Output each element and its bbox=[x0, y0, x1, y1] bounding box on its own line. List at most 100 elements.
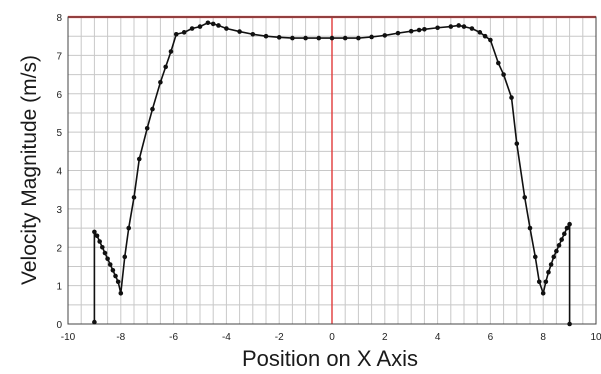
data-point bbox=[564, 225, 570, 231]
data-point bbox=[567, 321, 572, 327]
data-point bbox=[567, 221, 572, 227]
data-point bbox=[532, 254, 538, 260]
data-point bbox=[562, 231, 567, 237]
data-point bbox=[92, 229, 97, 235]
x-tick-label: -6 bbox=[169, 332, 178, 343]
data-point bbox=[250, 31, 256, 37]
data-point bbox=[263, 33, 269, 39]
data-point bbox=[197, 24, 203, 29]
data-point bbox=[216, 23, 221, 28]
y-tick-label: 5 bbox=[56, 128, 62, 139]
data-point bbox=[181, 30, 187, 35]
data-point bbox=[107, 262, 113, 267]
data-point bbox=[435, 25, 440, 31]
data-point bbox=[554, 248, 559, 254]
y-tick-label: 2 bbox=[56, 243, 62, 254]
data-point bbox=[342, 35, 348, 41]
data-point bbox=[237, 29, 242, 34]
data-point bbox=[540, 291, 546, 296]
data-point bbox=[158, 79, 163, 85]
x-tick-label: 10 bbox=[590, 332, 601, 343]
data-point bbox=[527, 225, 533, 231]
data-point bbox=[303, 35, 308, 41]
x-tick-label: 6 bbox=[488, 332, 494, 343]
data-point bbox=[408, 28, 414, 34]
data-point bbox=[448, 24, 454, 29]
x-tick-label: -8 bbox=[116, 332, 125, 343]
data-point bbox=[496, 60, 501, 66]
data-point bbox=[522, 195, 528, 200]
data-point bbox=[173, 31, 179, 37]
y-tick-label: 7 bbox=[56, 51, 62, 62]
data-point bbox=[416, 27, 422, 33]
data-point bbox=[100, 244, 105, 250]
data-point bbox=[136, 156, 142, 162]
data-point bbox=[290, 35, 295, 41]
data-point bbox=[543, 279, 549, 285]
y-tick-label: 6 bbox=[56, 90, 62, 101]
data-point bbox=[224, 26, 229, 31]
x-tick-label: -10 bbox=[61, 332, 76, 343]
y-tick-label: 1 bbox=[56, 282, 62, 293]
data-point bbox=[276, 35, 282, 40]
data-point bbox=[210, 21, 216, 27]
y-tick-label: 0 bbox=[56, 320, 62, 331]
data-point bbox=[356, 35, 361, 41]
plot-border bbox=[67, 16, 597, 325]
data-point bbox=[548, 262, 554, 267]
data-point bbox=[477, 30, 483, 35]
data-point bbox=[189, 26, 195, 31]
data-point bbox=[488, 37, 493, 43]
x-tick-label: -4 bbox=[222, 332, 231, 343]
data-point bbox=[102, 250, 108, 256]
data-point bbox=[469, 26, 475, 31]
data-point bbox=[92, 319, 97, 325]
data-point bbox=[110, 267, 116, 273]
data-point bbox=[205, 20, 211, 26]
data-point bbox=[97, 239, 102, 244]
data-point bbox=[546, 269, 551, 275]
data-point bbox=[131, 195, 137, 200]
data-point bbox=[115, 279, 121, 285]
data-point bbox=[551, 254, 557, 260]
data-point bbox=[150, 106, 155, 112]
data-point bbox=[395, 30, 401, 36]
data-point bbox=[536, 279, 542, 285]
data-point bbox=[163, 64, 168, 70]
data-point bbox=[105, 256, 110, 262]
data-point bbox=[113, 273, 118, 279]
data-point bbox=[94, 233, 100, 239]
data-point bbox=[556, 243, 562, 248]
data-point bbox=[144, 125, 150, 131]
data-point bbox=[482, 33, 488, 39]
x-tick-label: 0 bbox=[329, 332, 335, 343]
data-point bbox=[456, 23, 462, 28]
data-point bbox=[168, 49, 174, 54]
x-tick-label: 2 bbox=[382, 332, 388, 343]
x-axis-title: Position on X Axis bbox=[242, 346, 418, 371]
y-axis-title: Velocity Magnitude (m/s) bbox=[18, 55, 41, 285]
data-point bbox=[329, 35, 335, 41]
data-point bbox=[126, 225, 132, 231]
data-point bbox=[118, 291, 124, 296]
x-tick-label: 8 bbox=[540, 332, 546, 343]
data-point bbox=[514, 141, 520, 146]
data-point bbox=[501, 72, 506, 77]
y-tick-label: 8 bbox=[56, 13, 62, 24]
data-point bbox=[122, 254, 128, 260]
data-point bbox=[509, 95, 514, 100]
data-point bbox=[461, 24, 467, 29]
data-point bbox=[382, 33, 388, 38]
x-tick-label: 4 bbox=[435, 332, 441, 343]
data-point bbox=[422, 26, 427, 32]
y-tick-label: 4 bbox=[56, 167, 62, 178]
x-tick-label: -2 bbox=[275, 332, 284, 343]
data-point bbox=[316, 35, 322, 41]
marker-layer bbox=[92, 20, 572, 327]
tick-labels: -10 -8 -6 -4 -2 0 2 4 6 8 10 0 1 2 3 4 5 6 7 8 bbox=[56, 13, 601, 343]
y-tick-label: 3 bbox=[56, 205, 62, 216]
plot-frame bbox=[67, 16, 597, 325]
data-point bbox=[559, 237, 564, 242]
data-point bbox=[369, 34, 374, 40]
